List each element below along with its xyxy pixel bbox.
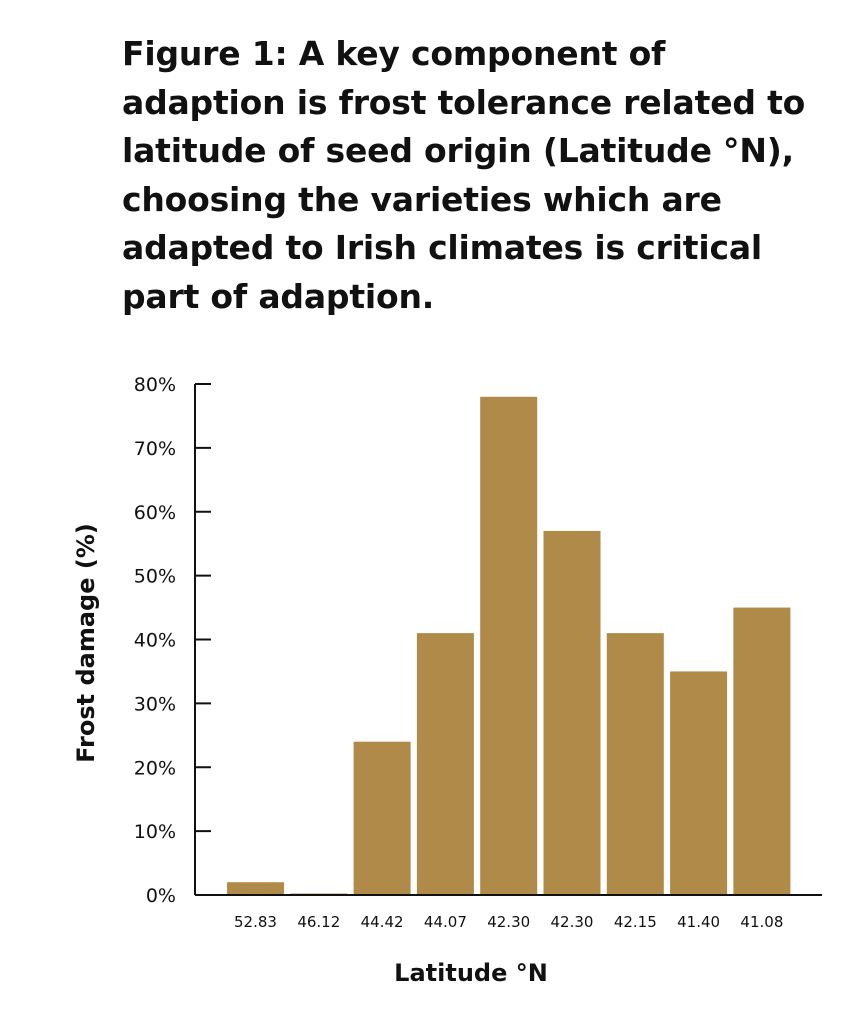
bar <box>416 633 474 895</box>
bar <box>733 607 791 895</box>
x-tick-label: 41.40 <box>677 913 720 931</box>
x-axis: 52.83 46.12 44.42 44.07 42.30 42.30 42.15 41.40… <box>195 894 822 931</box>
bar <box>606 633 664 895</box>
bar <box>227 882 284 895</box>
x-tick-label: 46.12 <box>297 913 340 931</box>
y-tick-label: 40% <box>134 630 176 652</box>
x-axis-title: Latitude °N <box>394 959 548 987</box>
y-tick-label: 20% <box>134 757 176 779</box>
y-tick-label: 50% <box>134 566 176 588</box>
x-tick-label: 41.08 <box>740 913 783 931</box>
x-tick-label: 42.30 <box>487 913 530 931</box>
x-tick-label: 52.83 <box>234 913 277 931</box>
x-tick-label: 42.15 <box>614 913 657 931</box>
x-tick-label: 44.42 <box>361 913 404 931</box>
y-axis-title: Frost damage (%) <box>72 523 100 763</box>
x-tick-label: 42.30 <box>551 913 594 931</box>
figure-caption: Figure 1: A key component of adaption is… <box>122 34 806 316</box>
y-tick-label: 30% <box>134 693 176 715</box>
y-tick-label: 80% <box>134 374 176 396</box>
bar <box>353 741 411 895</box>
x-tick-label: 44.07 <box>424 913 467 931</box>
bar <box>480 396 538 895</box>
y-tick-label: 10% <box>134 821 176 843</box>
bar <box>670 671 728 895</box>
y-tick-label: 0% <box>146 885 176 907</box>
y-tick-label: 70% <box>134 438 176 460</box>
bar <box>543 530 601 895</box>
bars-group <box>227 396 791 895</box>
y-axis: 0% 10% 20% 30% 40% 50% 60% 70% 80% <box>134 374 211 907</box>
y-tick-label: 60% <box>134 502 176 524</box>
